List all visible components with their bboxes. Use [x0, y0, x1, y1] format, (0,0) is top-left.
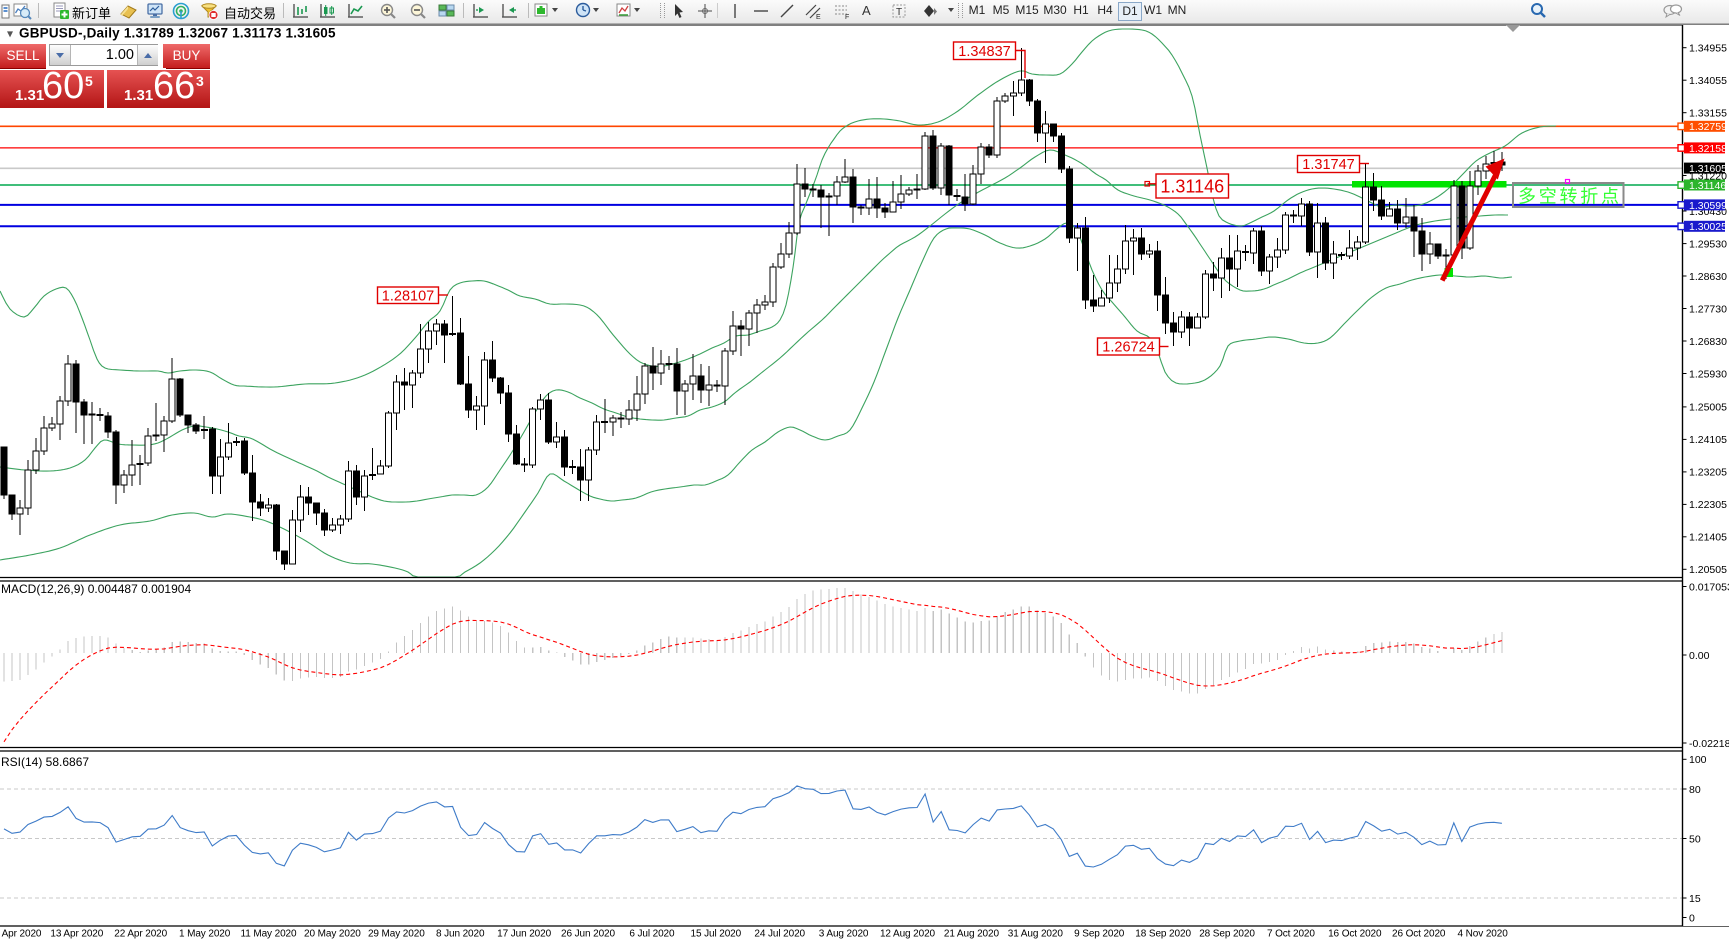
svg-text:1.26724: 1.26724 [1102, 340, 1154, 356]
svg-text:80: 80 [1689, 784, 1701, 796]
svg-text:17 Jun 2020: 17 Jun 2020 [497, 929, 551, 940]
svg-text:0.017053: 0.017053 [1689, 581, 1729, 593]
svg-text:26 Jun 2020: 26 Jun 2020 [561, 929, 615, 940]
svg-text:20 May 2020: 20 May 2020 [304, 929, 361, 940]
svg-text:1.30025: 1.30025 [1689, 221, 1727, 233]
svg-text:1.28107: 1.28107 [382, 288, 434, 304]
svg-text:3 Aug 2020: 3 Aug 2020 [819, 929, 869, 940]
svg-text:0: 0 [1689, 912, 1695, 924]
svg-text:13 Apr 2020: 13 Apr 2020 [50, 929, 103, 940]
svg-text:GBPUSD-,Daily 1.31789 1.32067: GBPUSD-,Daily 1.31789 1.32067 1.31173 1.… [19, 26, 336, 41]
svg-text:MACD(12,26,9) 0.004487 0.00190: MACD(12,26,9) 0.004487 0.001904 [1, 582, 191, 596]
svg-text:多空转折点: 多空转折点 [1518, 187, 1619, 207]
svg-text:1.31146: 1.31146 [1689, 180, 1726, 192]
svg-text:15: 15 [1689, 893, 1701, 905]
svg-text:1.33155: 1.33155 [1689, 108, 1727, 120]
svg-text:1.31605: 1.31605 [1689, 163, 1727, 175]
svg-text:1.26830: 1.26830 [1689, 336, 1727, 348]
svg-text:1.22305: 1.22305 [1689, 499, 1727, 511]
svg-text:8 Jun 2020: 8 Jun 2020 [436, 929, 485, 940]
svg-text:16 Oct 2020: 16 Oct 2020 [1328, 929, 1382, 940]
svg-text:31 Aug 2020: 31 Aug 2020 [1008, 929, 1064, 940]
svg-text:E: E [816, 14, 821, 21]
svg-text:15 Jul 2020: 15 Jul 2020 [690, 929, 741, 940]
svg-text:1.21405: 1.21405 [1689, 532, 1727, 544]
svg-text:1.34955: 1.34955 [1689, 43, 1727, 55]
svg-text:1 May 2020: 1 May 2020 [179, 929, 231, 940]
svg-text:1.27730: 1.27730 [1689, 303, 1727, 315]
svg-text:4 Nov 2020: 4 Nov 2020 [1458, 929, 1509, 940]
svg-text:18 Sep 2020: 18 Sep 2020 [1135, 929, 1191, 940]
svg-text:1.23205: 1.23205 [1689, 467, 1727, 479]
svg-text:1.20505: 1.20505 [1689, 564, 1727, 576]
svg-text:T: T [896, 7, 902, 18]
svg-text:6 Jul 2020: 6 Jul 2020 [629, 929, 675, 940]
svg-text:28 Sep 2020: 28 Sep 2020 [1199, 929, 1255, 940]
svg-text:-0.022183: -0.022183 [1689, 738, 1729, 750]
svg-text:RSI(14) 58.6867: RSI(14) 58.6867 [1, 755, 89, 769]
svg-text:1.24105: 1.24105 [1689, 434, 1727, 446]
svg-text:1.32759: 1.32759 [1689, 121, 1727, 133]
svg-text:26 Oct 2020: 26 Oct 2020 [1392, 929, 1446, 940]
svg-text:Apr 2020: Apr 2020 [2, 929, 42, 940]
svg-text:1.34055: 1.34055 [1689, 75, 1727, 87]
svg-text:29 May 2020: 29 May 2020 [368, 929, 425, 940]
svg-text:1.31747: 1.31747 [1302, 157, 1354, 173]
svg-text:1.25930: 1.25930 [1689, 368, 1727, 380]
svg-text:21 Aug 2020: 21 Aug 2020 [944, 929, 1000, 940]
svg-text:1.30599: 1.30599 [1689, 200, 1727, 212]
svg-text:100: 100 [1689, 754, 1707, 766]
svg-text:F: F [845, 14, 849, 21]
svg-text:50: 50 [1689, 833, 1701, 845]
svg-text:22 Apr 2020: 22 Apr 2020 [114, 929, 167, 940]
svg-text:9 Sep 2020: 9 Sep 2020 [1074, 929, 1125, 940]
svg-text:1.32158: 1.32158 [1689, 143, 1727, 155]
svg-text:1.25005: 1.25005 [1689, 402, 1727, 414]
svg-text:▾: ▾ [7, 27, 13, 41]
svg-text:1.29530: 1.29530 [1689, 238, 1727, 250]
svg-text:11 May 2020: 11 May 2020 [241, 929, 298, 940]
svg-text:24 Jul 2020: 24 Jul 2020 [754, 929, 805, 940]
svg-text:1.28630: 1.28630 [1689, 271, 1727, 283]
svg-text:1.31146: 1.31146 [1160, 176, 1224, 196]
svg-text:0.00: 0.00 [1689, 650, 1710, 662]
svg-text:1.34837: 1.34837 [958, 44, 1010, 60]
svg-text:7 Oct 2020: 7 Oct 2020 [1267, 929, 1315, 940]
svg-text:12 Aug 2020: 12 Aug 2020 [880, 929, 936, 940]
